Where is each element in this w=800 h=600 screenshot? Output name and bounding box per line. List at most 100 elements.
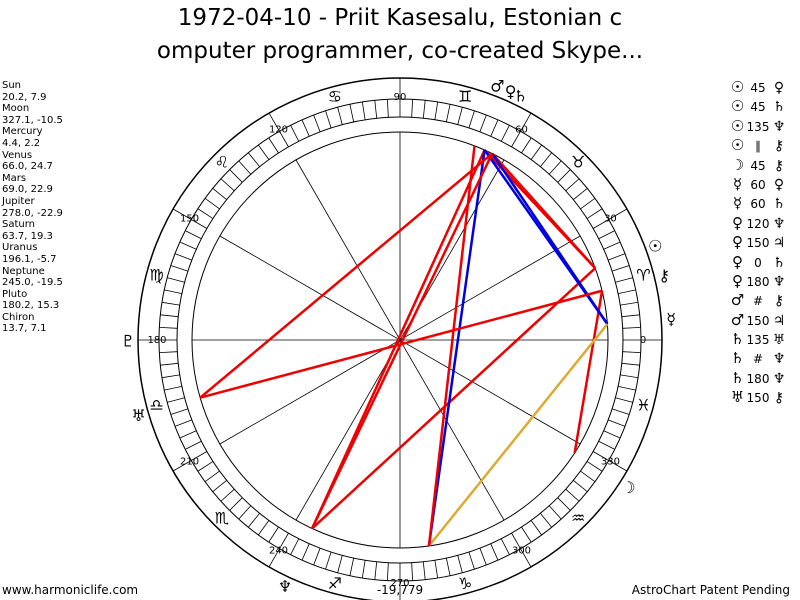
aspect-row: ☉ 45 ♄ (729, 97, 788, 116)
degree-tick (586, 461, 603, 472)
website-link[interactable]: www.harmoniclife.com (2, 583, 139, 597)
degree-tick (174, 419, 192, 427)
sign-glyph-4: ♌ (215, 152, 229, 171)
aspect-planet-2-glyph: ⚷ (773, 157, 785, 174)
planet-name-mercury: Mercury (2, 126, 43, 138)
aspect-angle: 150 (746, 236, 770, 251)
aspect-row: ♂ 150 ♃ (729, 311, 788, 330)
aspect-planet-1-glyph: ☽ (730, 155, 745, 174)
degree-tick (540, 513, 552, 528)
aspect-angle: 60 (750, 197, 766, 212)
sign-division-line (219, 235, 581, 445)
planet-glyph-mercury: ☿ (666, 310, 676, 329)
degree-tick (611, 265, 630, 272)
aspect-row: ☽ 45 ⚷ (729, 156, 788, 175)
planet-positions-list: Sun 20.2, 7.9 Moon 327.1, -10.5 Mercury 4.4, … (2, 80, 63, 335)
degree-tick (557, 497, 571, 511)
degree-tick (548, 505, 562, 520)
aspect-line-venus-jupiter (427, 149, 486, 547)
degree-tick (185, 440, 202, 450)
aspect-row: ☿ 60 ♄ (729, 194, 788, 213)
aspect-planet-2-glyph: ♀ (773, 80, 785, 96)
degree-tick (191, 219, 208, 229)
aspect-angle: # (752, 352, 764, 367)
degree-tick (337, 107, 343, 125)
degree-label-60: 60 (515, 125, 528, 136)
planet-name-sun: Sun (2, 80, 22, 91)
degree-tick (479, 548, 487, 566)
aspect-angle: 180 (746, 274, 770, 289)
aspect-planet-2-glyph: ⚷ (773, 390, 785, 407)
aspect-planet-1-glyph: ♄ (730, 368, 745, 387)
degree-tick (468, 551, 475, 570)
planet-coords-uranus: 196.1, -5.7 (2, 253, 57, 265)
degree-label-0: 0 (640, 335, 646, 346)
aspect-row: ♀ 0 ♄ (729, 253, 788, 272)
degree-tick (204, 470, 220, 482)
aspect-row: ♅ 150 ⚷ (729, 388, 788, 407)
degree-tick (540, 152, 552, 167)
degree-tick (615, 277, 633, 283)
degree-label-30: 30 (604, 214, 617, 225)
aspect-planet-2-glyph: ♆ (772, 273, 786, 290)
degree-tick (268, 137, 279, 154)
degree-tick (622, 326, 641, 329)
aspect-line-venus-neptune (310, 149, 486, 530)
degree-tick (349, 558, 355, 576)
aspect-angle: 180 (746, 371, 770, 386)
planet-glyph-saturn: ♄ (513, 87, 527, 106)
degree-label-210: 210 (180, 457, 199, 468)
degree-tick (361, 560, 366, 579)
aspect-angle: 45 (750, 158, 766, 173)
degree-tick (212, 188, 227, 200)
aspect-row: ♄ # ♆ (729, 349, 788, 368)
degree-tick (179, 241, 197, 250)
aspect-angle: 45 (750, 81, 766, 95)
degree-tick (268, 526, 279, 543)
degree-tick (530, 520, 542, 536)
degree-tick (279, 532, 289, 549)
aspect-row: ♄ 135 ♅ (729, 330, 788, 349)
aspect-planet-1-glyph: ♅ (730, 388, 745, 407)
aspect-row: ☉ ∥ ⚷ (729, 136, 788, 155)
aspect-line-sun-neptune (311, 267, 597, 530)
aspect-planet-2-glyph: ⚷ (773, 138, 785, 155)
degree-tick (290, 125, 300, 142)
center-value: -19,779 (377, 583, 423, 597)
aspect-planet-1-glyph: ♄ (730, 330, 745, 349)
aspect-row: ♀ 180 ♆ (729, 272, 788, 291)
degree-tick (620, 301, 639, 306)
aspect-planet-2-glyph: ♄ (772, 99, 786, 116)
planet-name-chiron: Chiron (2, 311, 35, 323)
planet-glyph-uranus: ♅ (131, 406, 145, 425)
degree-tick (445, 558, 451, 576)
degree-tick (248, 152, 260, 167)
degree-tick (580, 470, 596, 482)
aspect-angle: 135 (746, 333, 770, 348)
degree-tick (220, 178, 235, 192)
degree-tick (197, 461, 214, 472)
planet-coords-venus: 66.0, 24.7 (2, 161, 53, 173)
aspect-planet-2-glyph: ⚷ (773, 293, 785, 310)
degree-tick (468, 110, 475, 129)
degree-tick (511, 131, 521, 148)
degree-tick (167, 277, 185, 283)
degree-label-120: 120 (269, 125, 288, 136)
patent-notice: AstroChart Patent Pending (631, 583, 790, 597)
degree-tick (521, 137, 532, 154)
degree-tick (160, 362, 179, 366)
degree-tick (174, 253, 192, 261)
sign-glyph-1: ♉ (571, 152, 585, 171)
degree-tick (313, 114, 321, 132)
degree-tick (161, 374, 180, 379)
degree-tick (457, 555, 463, 573)
degree-tick (159, 351, 178, 354)
degree-tick (500, 125, 510, 142)
aspect-line-uranus-chiron (199, 289, 603, 399)
aspect-planet-2-glyph: ♃ (772, 235, 786, 252)
aspect-angle: 135 (746, 119, 770, 134)
planet-coords-pluto: 180.2, 15.3 (2, 300, 60, 312)
aspect-planet-1-glyph: ☉ (730, 97, 745, 116)
degree-tick (374, 561, 378, 580)
aspect-angle: 120 (746, 216, 770, 231)
